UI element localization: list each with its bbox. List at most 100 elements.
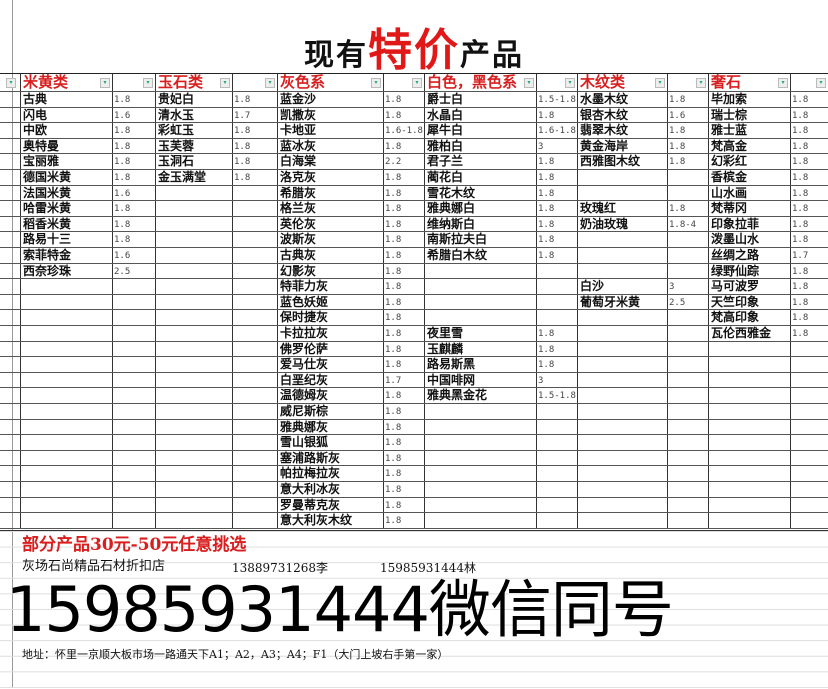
product-name: 幻彩红 [711, 154, 748, 169]
filter-dropdown-icon[interactable]: ▾ [696, 78, 706, 88]
product-thickness: 1.8 [385, 219, 402, 230]
product-thickness: 1.8 [792, 235, 809, 246]
product-thickness: 1.8 [385, 344, 402, 355]
product-thickness: 1.8 [385, 204, 402, 215]
product-name: 山水画 [711, 185, 748, 200]
product-thickness: 1.8 [538, 329, 555, 339]
product-name: 帕拉梅拉灰 [280, 466, 341, 481]
filter-dropdown-icon[interactable]: ▾ [565, 78, 575, 88]
row-divider [0, 449, 828, 451]
product-thickness: 1.8 [385, 453, 402, 464]
product-thickness: 1.8 [792, 266, 809, 277]
product-name: 瓦伦西雅金 [711, 326, 772, 340]
product-thickness: 1.8 [792, 329, 809, 339]
column-header: 米黄类 [23, 73, 69, 91]
product-thickness: 1.6 [114, 188, 131, 199]
product-name: 玉麒麟 [427, 341, 464, 356]
row-divider [0, 325, 828, 326]
product-thickness: 1.7 [234, 110, 251, 121]
filter-dropdown-icon[interactable]: ▾ [265, 78, 275, 88]
product-name: 金玉满堂 [158, 170, 207, 184]
filter-dropdown-icon[interactable]: ▾ [816, 78, 826, 88]
row-divider [0, 247, 828, 248]
product-thickness: 1.8 [792, 219, 809, 230]
product-name: 洛克灰 [280, 170, 317, 184]
product-name: 绿野仙踪 [711, 263, 760, 278]
product-thickness: 2.5 [669, 297, 686, 308]
product-name: 幻影灰 [280, 263, 317, 278]
product-name: 路易十三 [23, 232, 72, 247]
product-name: 玉洞石 [158, 154, 195, 169]
row-divider [0, 73, 828, 74]
row-divider [0, 153, 828, 155]
product-thickness: 1.8 [385, 469, 402, 480]
product-thickness: 1.8 [234, 173, 251, 183]
filter-dropdown-icon[interactable]: ▾ [655, 78, 665, 88]
shop-name: 灰场石尚精品石材折扣店 [22, 559, 166, 574]
row-divider [0, 200, 828, 202]
product-name: 南斯拉夫白 [427, 232, 488, 247]
product-thickness: 1.8 [792, 110, 809, 121]
product-name: 索菲特金 [23, 248, 72, 262]
product-name: 清水玉 [158, 107, 195, 122]
phone-1: 13889731268李 [232, 561, 328, 575]
product-thickness: 2.5 [114, 266, 131, 277]
product-name: 德国米黄 [23, 170, 72, 184]
product-name: 凯撒灰 [280, 107, 317, 122]
product-thickness: 1.8 [792, 95, 809, 105]
product-name: 意大利冰灰 [280, 482, 341, 496]
column-header: 奢石 [711, 73, 742, 91]
filter-dropdown-icon[interactable]: ▾ [6, 78, 16, 88]
product-thickness: 3 [669, 282, 675, 293]
product-thickness: 1.8 [114, 235, 131, 246]
product-thickness: 1.8 [385, 422, 402, 433]
product-name: 维纳斯白 [427, 216, 476, 231]
row-divider [0, 309, 828, 311]
product-name: 丝绸之路 [711, 248, 760, 262]
product-thickness: 1.8 [538, 110, 555, 121]
filter-dropdown-icon[interactable]: ▾ [371, 78, 381, 88]
filter-dropdown-icon[interactable]: ▾ [220, 78, 230, 88]
product-name: 犀牛白 [427, 123, 464, 138]
column-header: 玉石类 [158, 73, 204, 91]
product-thickness: 1.8 [538, 251, 555, 261]
product-thickness: 1.8 [114, 173, 131, 183]
filter-dropdown-icon[interactable]: ▾ [143, 78, 153, 88]
product-name: 卡拉拉灰 [280, 326, 329, 340]
column-divider [667, 73, 668, 529]
product-name: 波斯灰 [280, 232, 317, 247]
product-thickness: 1.8 [538, 219, 555, 230]
product-thickness: 1.8 [538, 173, 555, 183]
product-name: 爵士白 [427, 92, 464, 106]
product-thickness: 1.8 [385, 407, 402, 417]
product-thickness: 1.8 [669, 204, 686, 215]
row-divider [0, 231, 828, 233]
product-thickness: 1.8 [114, 95, 131, 105]
page-title: 现有特价产品 [0, 14, 828, 78]
product-thickness: 1.8 [385, 188, 402, 199]
product-name: 雅柏白 [427, 138, 464, 153]
product-thickness: 1.8 [234, 95, 251, 105]
product-thickness: 1.8 [385, 516, 402, 527]
product-name: 白垩纪灰 [280, 372, 329, 387]
product-thickness: 1.8 [114, 126, 131, 137]
filter-dropdown-icon[interactable]: ▾ [778, 78, 788, 88]
title-suffix: 产品 [460, 38, 524, 73]
product-name: 贵妃白 [158, 92, 195, 106]
filter-dropdown-icon[interactable]: ▾ [412, 78, 422, 88]
product-thickness: 1.8 [385, 235, 402, 246]
product-name: 中国啡网 [427, 372, 476, 387]
product-thickness: 1.5-1.8 [538, 391, 576, 402]
product-thickness: 1.8 [669, 157, 686, 168]
filter-dropdown-icon[interactable]: ▾ [100, 78, 110, 88]
product-thickness: 1.6-1.8 [385, 126, 423, 137]
product-thickness: 1.8 [114, 219, 131, 230]
row-divider [0, 122, 828, 124]
product-name: 雪山银狐 [280, 435, 329, 450]
row-divider [0, 340, 828, 342]
product-name: 保时捷灰 [280, 310, 329, 325]
product-thickness: 1.8 [792, 204, 809, 215]
row-header-strip [0, 0, 13, 688]
filter-dropdown-icon[interactable]: ▾ [524, 78, 534, 88]
product-name: 泼墨山水 [711, 232, 760, 247]
